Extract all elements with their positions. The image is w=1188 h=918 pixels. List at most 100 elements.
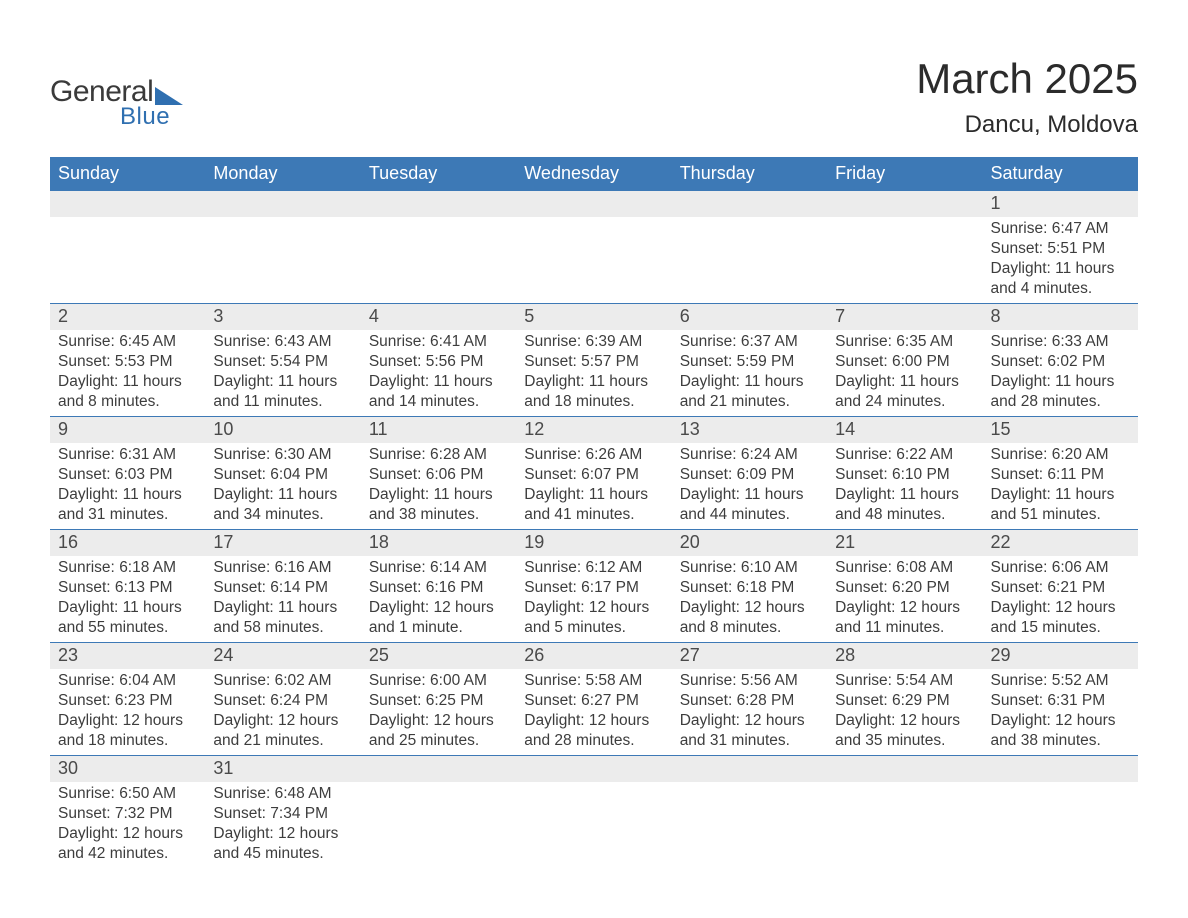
day-detail-cell: Sunrise: 6:20 AMSunset: 6:11 PMDaylight:… bbox=[983, 443, 1138, 530]
day-detail-cell: Sunrise: 5:58 AMSunset: 6:27 PMDaylight:… bbox=[516, 669, 671, 756]
daylight: Daylight: 11 hours and 8 minutes. bbox=[58, 372, 197, 412]
sunset: Sunset: 6:07 PM bbox=[524, 465, 663, 485]
day-number-cell: 22 bbox=[983, 530, 1138, 556]
sunrise-value: 6:41 AM bbox=[430, 333, 487, 350]
sunset: Sunset: 6:00 PM bbox=[835, 352, 974, 372]
sunset: Sunset: 6:24 PM bbox=[213, 691, 352, 711]
col-tuesday: Tuesday bbox=[361, 157, 516, 191]
daylight: Daylight: 12 hours and 11 minutes. bbox=[835, 598, 974, 638]
sunset-value: 6:27 PM bbox=[581, 692, 639, 709]
day-number-cell bbox=[205, 191, 360, 217]
sunset-label: Sunset: bbox=[835, 579, 888, 596]
sunrise: Sunrise: 6:22 AM bbox=[835, 445, 974, 465]
sunrise: Sunrise: 6:28 AM bbox=[369, 445, 508, 465]
daylight: Daylight: 11 hours and 44 minutes. bbox=[680, 485, 819, 525]
sunrise: Sunrise: 6:10 AM bbox=[680, 558, 819, 578]
sunrise-label: Sunrise: bbox=[524, 672, 581, 689]
calendar-table: Sunday Monday Tuesday Wednesday Thursday… bbox=[50, 157, 1138, 868]
sunset: Sunset: 5:59 PM bbox=[680, 352, 819, 372]
day-detail-cell: Sunrise: 6:37 AMSunset: 5:59 PMDaylight:… bbox=[672, 330, 827, 417]
day-detail-cell: Sunrise: 6:50 AMSunset: 7:32 PMDaylight:… bbox=[50, 782, 205, 869]
day-number-cell: 13 bbox=[672, 417, 827, 443]
day-number-cell: 16 bbox=[50, 530, 205, 556]
daylight-label: Daylight: bbox=[369, 486, 429, 503]
sunset-label: Sunset: bbox=[58, 353, 111, 370]
sunrise-label: Sunrise: bbox=[369, 672, 426, 689]
sunset-label: Sunset: bbox=[369, 353, 422, 370]
sunset-label: Sunset: bbox=[58, 579, 111, 596]
sunrise-label: Sunrise: bbox=[213, 559, 270, 576]
day-detail-cell: Sunrise: 6:14 AMSunset: 6:16 PMDaylight:… bbox=[361, 556, 516, 643]
sunrise: Sunrise: 6:08 AM bbox=[835, 558, 974, 578]
daylight-label: Daylight: bbox=[213, 712, 273, 729]
day-detail-cell: Sunrise: 6:10 AMSunset: 6:18 PMDaylight:… bbox=[672, 556, 827, 643]
daylight: Daylight: 11 hours and 41 minutes. bbox=[524, 485, 663, 525]
sunset: Sunset: 6:18 PM bbox=[680, 578, 819, 598]
day-detail-cell bbox=[672, 217, 827, 304]
daynum-row: 23242526272829 bbox=[50, 643, 1138, 669]
daylight: Daylight: 11 hours and 58 minutes. bbox=[213, 598, 352, 638]
day-detail-cell: Sunrise: 6:24 AMSunset: 6:09 PMDaylight:… bbox=[672, 443, 827, 530]
sunrise: Sunrise: 6:30 AM bbox=[213, 445, 352, 465]
day-detail-row: Sunrise: 6:04 AMSunset: 6:23 PMDaylight:… bbox=[50, 669, 1138, 756]
day-detail-cell: Sunrise: 6:45 AMSunset: 5:53 PMDaylight:… bbox=[50, 330, 205, 417]
day-detail-cell: Sunrise: 6:08 AMSunset: 6:20 PMDaylight:… bbox=[827, 556, 982, 643]
col-saturday: Saturday bbox=[983, 157, 1138, 191]
sunset-value: 6:14 PM bbox=[270, 579, 328, 596]
sunrise-value: 6:12 AM bbox=[585, 559, 642, 576]
sunset: Sunset: 6:09 PM bbox=[680, 465, 819, 485]
sunset-label: Sunset: bbox=[524, 466, 577, 483]
sunrise-label: Sunrise: bbox=[524, 333, 581, 350]
daylight: Daylight: 12 hours and 25 minutes. bbox=[369, 711, 508, 751]
sunrise-label: Sunrise: bbox=[369, 446, 426, 463]
daylight: Daylight: 12 hours and 28 minutes. bbox=[524, 711, 663, 751]
sunset-label: Sunset: bbox=[680, 579, 733, 596]
day-detail-row: Sunrise: 6:18 AMSunset: 6:13 PMDaylight:… bbox=[50, 556, 1138, 643]
sunset-value: 6:02 PM bbox=[1047, 353, 1105, 370]
sunset-value: 6:31 PM bbox=[1047, 692, 1105, 709]
sunrise-value: 5:56 AM bbox=[741, 672, 798, 689]
sunset-label: Sunset: bbox=[369, 692, 422, 709]
day-detail-cell: Sunrise: 6:00 AMSunset: 6:25 PMDaylight:… bbox=[361, 669, 516, 756]
calendar-body: 1Sunrise: 6:47 AMSunset: 5:51 PMDaylight… bbox=[50, 191, 1138, 869]
day-number-cell: 3 bbox=[205, 304, 360, 330]
day-number-cell: 20 bbox=[672, 530, 827, 556]
sunrise: Sunrise: 6:14 AM bbox=[369, 558, 508, 578]
daylight: Daylight: 11 hours and 4 minutes. bbox=[991, 259, 1130, 299]
sunrise: Sunrise: 6:43 AM bbox=[213, 332, 352, 352]
day-detail-cell bbox=[672, 782, 827, 869]
day-number-cell: 15 bbox=[983, 417, 1138, 443]
sunset-value: 6:04 PM bbox=[270, 466, 328, 483]
sunset-value: 5:59 PM bbox=[737, 353, 795, 370]
sunset: Sunset: 7:34 PM bbox=[213, 804, 352, 824]
sunset-value: 5:53 PM bbox=[115, 353, 173, 370]
sunset: Sunset: 6:21 PM bbox=[991, 578, 1130, 598]
sunrise-value: 6:18 AM bbox=[119, 559, 176, 576]
daylight: Daylight: 11 hours and 11 minutes. bbox=[213, 372, 352, 412]
sunset-value: 7:32 PM bbox=[115, 805, 173, 822]
day-number-cell: 27 bbox=[672, 643, 827, 669]
day-number-cell: 29 bbox=[983, 643, 1138, 669]
day-detail-row: Sunrise: 6:45 AMSunset: 5:53 PMDaylight:… bbox=[50, 330, 1138, 417]
day-number-cell: 21 bbox=[827, 530, 982, 556]
day-detail-cell: Sunrise: 6:22 AMSunset: 6:10 PMDaylight:… bbox=[827, 443, 982, 530]
col-monday: Monday bbox=[205, 157, 360, 191]
daylight: Daylight: 12 hours and 15 minutes. bbox=[991, 598, 1130, 638]
day-detail-cell: Sunrise: 6:04 AMSunset: 6:23 PMDaylight:… bbox=[50, 669, 205, 756]
sunset-value: 6:07 PM bbox=[581, 466, 639, 483]
sunrise-label: Sunrise: bbox=[835, 446, 892, 463]
daylight-label: Daylight: bbox=[58, 712, 118, 729]
sunrise: Sunrise: 6:00 AM bbox=[369, 671, 508, 691]
day-number-cell bbox=[983, 756, 1138, 782]
sunset-value: 6:00 PM bbox=[892, 353, 950, 370]
daylight-label: Daylight: bbox=[213, 825, 273, 842]
day-detail-cell: Sunrise: 6:47 AMSunset: 5:51 PMDaylight:… bbox=[983, 217, 1138, 304]
sunrise-value: 6:43 AM bbox=[275, 333, 332, 350]
sunset-label: Sunset: bbox=[835, 466, 888, 483]
day-detail-cell: Sunrise: 6:16 AMSunset: 6:14 PMDaylight:… bbox=[205, 556, 360, 643]
daylight: Daylight: 12 hours and 8 minutes. bbox=[680, 598, 819, 638]
daynum-row: 9101112131415 bbox=[50, 417, 1138, 443]
day-detail-cell bbox=[827, 782, 982, 869]
sunset: Sunset: 6:17 PM bbox=[524, 578, 663, 598]
daylight-label: Daylight: bbox=[58, 825, 118, 842]
